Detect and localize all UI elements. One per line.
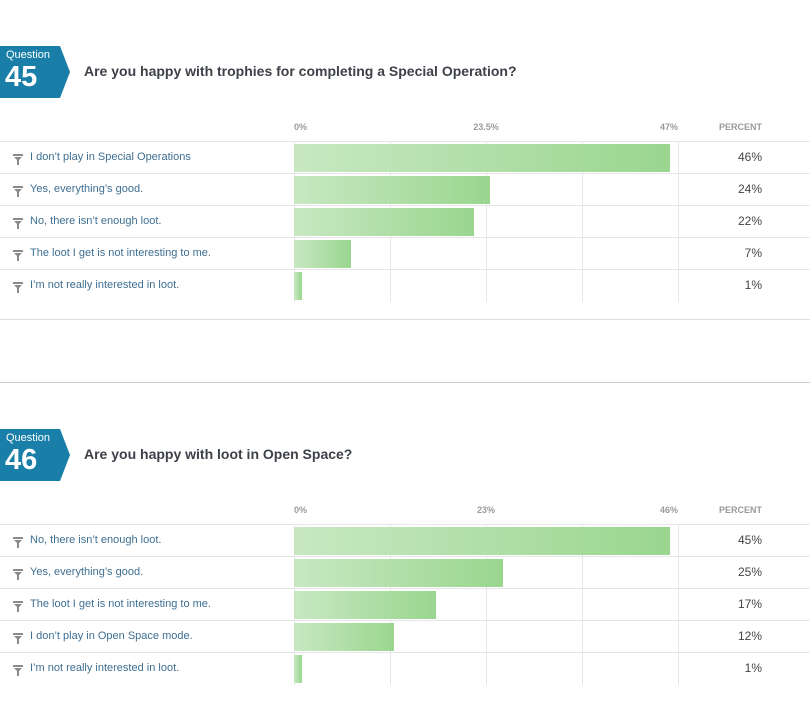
answer-bar (294, 176, 490, 204)
percent-column-header: PERCENT (718, 505, 762, 515)
question-46-section: Question 46 Are you happy with loot in O… (0, 429, 810, 705)
answer-row: I don’t play in Special Operations 46% (0, 141, 810, 174)
axis-tick-min: 0% (294, 122, 308, 132)
answer-label: No, there isn’t enough loot. (30, 215, 162, 227)
filter-icon[interactable] (13, 184, 23, 197)
gridline (678, 524, 679, 685)
answer-percent: 17% (737, 597, 762, 611)
answer-label: No, there isn’t enough loot. (30, 534, 162, 546)
section-divider (0, 382, 810, 383)
badge-shape (0, 429, 70, 481)
question-45-section: Question 45 Are you happy with trophies … (0, 46, 810, 326)
answer-percent: 12% (737, 629, 762, 643)
filter-icon[interactable] (13, 567, 23, 580)
answer-label: I’m not really interested in loot. (30, 662, 180, 674)
filter-icon[interactable] (13, 663, 23, 676)
answer-percent: 45% (737, 533, 762, 547)
answer-bar (294, 144, 670, 172)
answer-row: No, there isn’t enough loot. 45% (0, 524, 810, 557)
answer-bar (294, 623, 394, 651)
answer-bar (294, 272, 302, 300)
answer-bar (294, 591, 436, 619)
answer-label: I don’t play in Open Space mode. (30, 630, 193, 642)
percent-column-header: PERCENT (718, 122, 762, 132)
answer-row: I’m not really interested in loot. 1% (0, 652, 810, 685)
answer-percent: 24% (737, 182, 762, 196)
filter-icon[interactable] (13, 248, 23, 261)
filter-icon[interactable] (13, 280, 23, 293)
gridline (678, 141, 679, 302)
filter-icon[interactable] (13, 216, 23, 229)
question-number: 46 (5, 444, 38, 476)
answer-percent: 1% (744, 661, 762, 675)
axis-tick-mid: 23% (476, 505, 496, 515)
question-word: Question (6, 432, 51, 444)
filter-icon[interactable] (13, 535, 23, 548)
question-badge: Question 45 (0, 46, 70, 98)
answer-row: I don’t play in Open Space mode. 12% (0, 620, 810, 653)
answer-label: The loot I get is not interesting to me. (30, 247, 211, 259)
answer-bar (294, 527, 670, 555)
question-number: 45 (5, 61, 38, 93)
axis-tick-max: 46% (659, 505, 678, 515)
answer-row: Yes, everything’s good. 25% (0, 556, 810, 589)
axis-tick-mid: 23.5% (473, 122, 499, 132)
filter-icon[interactable] (13, 631, 23, 644)
answer-label: Yes, everything’s good. (30, 183, 144, 195)
gridline (582, 141, 583, 302)
filter-icon[interactable] (13, 152, 23, 165)
question-title: Are you happy with trophies for completi… (84, 63, 517, 79)
gridline (486, 524, 487, 685)
answer-label: I’m not really interested in loot. (30, 279, 180, 291)
filter-icon[interactable] (13, 599, 23, 612)
answer-percent: 46% (737, 150, 762, 164)
answer-percent: 22% (737, 214, 762, 228)
answer-row: No, there isn’t enough loot. 22% (0, 205, 810, 238)
gridline (486, 141, 487, 302)
answer-label: I don’t play in Special Operations (30, 151, 191, 163)
answer-bar (294, 559, 503, 587)
answer-percent: 7% (744, 246, 762, 260)
answer-percent: 1% (744, 278, 762, 292)
axis-tick-max: 47% (659, 122, 678, 132)
answer-row: Yes, everything’s good. 24% (0, 173, 810, 206)
question-word: Question (6, 49, 51, 61)
answer-bar (294, 655, 302, 683)
answer-row: The loot I get is not interesting to me.… (0, 237, 810, 270)
answer-bar (294, 208, 474, 236)
answer-row: I’m not really interested in loot. 1% (0, 269, 810, 302)
question-title: Are you happy with loot in Open Space? (84, 446, 353, 462)
answer-label: The loot I get is not interesting to me. (30, 598, 211, 610)
gridline (582, 524, 583, 685)
axis-tick-min: 0% (294, 505, 308, 515)
answer-row: The loot I get is not interesting to me.… (0, 588, 810, 621)
answer-percent: 25% (737, 565, 762, 579)
question-badge: Question 46 (0, 429, 70, 481)
section-bottom-border (0, 319, 810, 320)
badge-shape (0, 46, 70, 98)
answer-bar (294, 240, 351, 268)
answer-label: Yes, everything’s good. (30, 566, 144, 578)
